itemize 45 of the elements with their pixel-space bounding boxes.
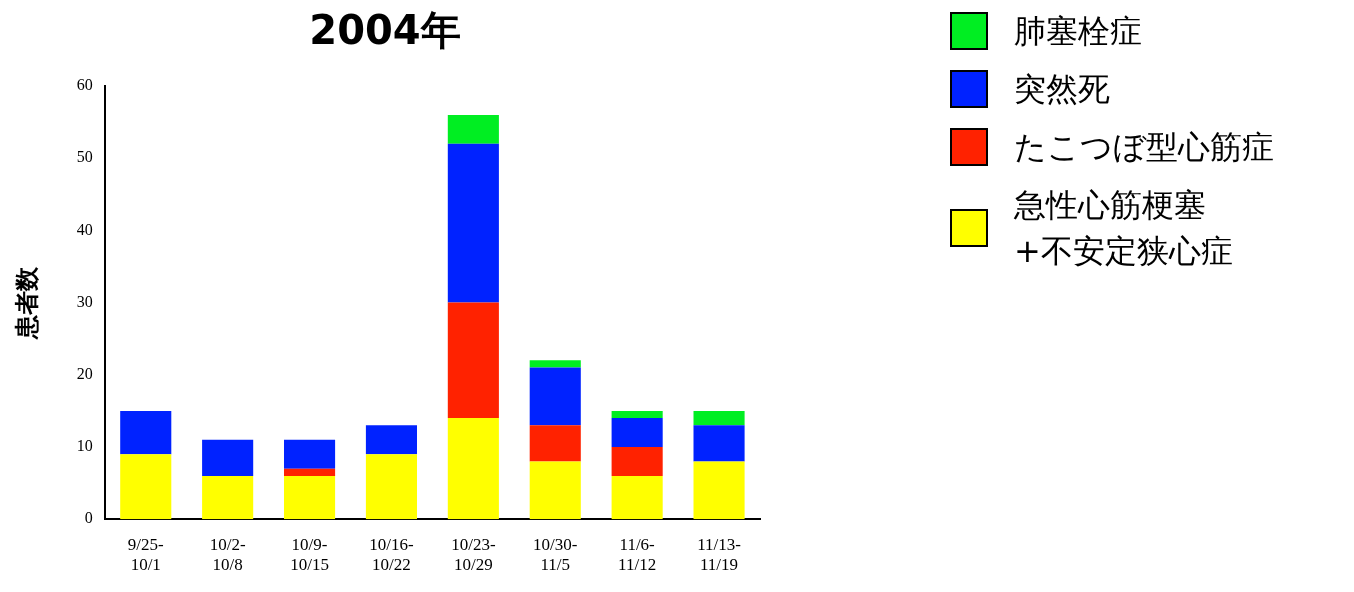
bar (693, 425, 745, 462)
bar (611, 475, 663, 520)
legend-label: 突然死 (1014, 69, 1110, 110)
bar (284, 468, 336, 476)
bar (447, 114, 499, 144)
bar (447, 143, 499, 303)
bar (365, 454, 417, 520)
x-tick-label: 10/16-10/22 (369, 534, 414, 575)
y-tick-label: 50 (76, 148, 93, 166)
y-tick-label: 0 (84, 509, 93, 527)
x-tick-label: 9/25-10/1 (127, 534, 165, 575)
bar (611, 410, 663, 419)
y-tick-label: 10 (76, 437, 93, 455)
bar (447, 418, 499, 520)
bar (529, 461, 581, 520)
bar (365, 425, 417, 455)
bar (611, 447, 663, 476)
legend-label: たこつぼ型心筋症 (1014, 127, 1274, 168)
bar (447, 302, 499, 419)
x-tick-label: 11/6-11/12 (618, 534, 657, 575)
bar (693, 461, 745, 520)
bar (120, 410, 172, 455)
y-axis-title: 患者数 (12, 265, 41, 340)
x-tick-label: 11/13-11/19 (697, 534, 742, 575)
x-tick-label: 10/9-10/15 (290, 534, 329, 575)
y-tick-label: 60 (76, 76, 93, 94)
bar (202, 439, 254, 476)
y-tick-label: 40 (76, 220, 93, 238)
bar (529, 425, 581, 462)
x-tick-label: 10/2-10/8 (209, 534, 246, 575)
x-tick-label: 10/30-11/5 (533, 534, 578, 575)
bar (120, 454, 172, 520)
bar (529, 367, 581, 426)
chart-title: 2004年 (309, 7, 461, 54)
bar (284, 439, 336, 469)
bar (693, 410, 745, 426)
y-tick-label: 20 (76, 365, 93, 382)
y-tick-label: 30 (76, 292, 93, 310)
bar (284, 475, 336, 520)
bar (202, 475, 254, 520)
x-tick-label: 10/23-10/29 (451, 534, 496, 575)
legend-label: 急性心筋梗塞+不安定狭心症 (1014, 185, 1234, 272)
bar (529, 360, 581, 368)
bar (611, 418, 663, 447)
legend-label: 肺塞栓症 (1014, 11, 1142, 52)
